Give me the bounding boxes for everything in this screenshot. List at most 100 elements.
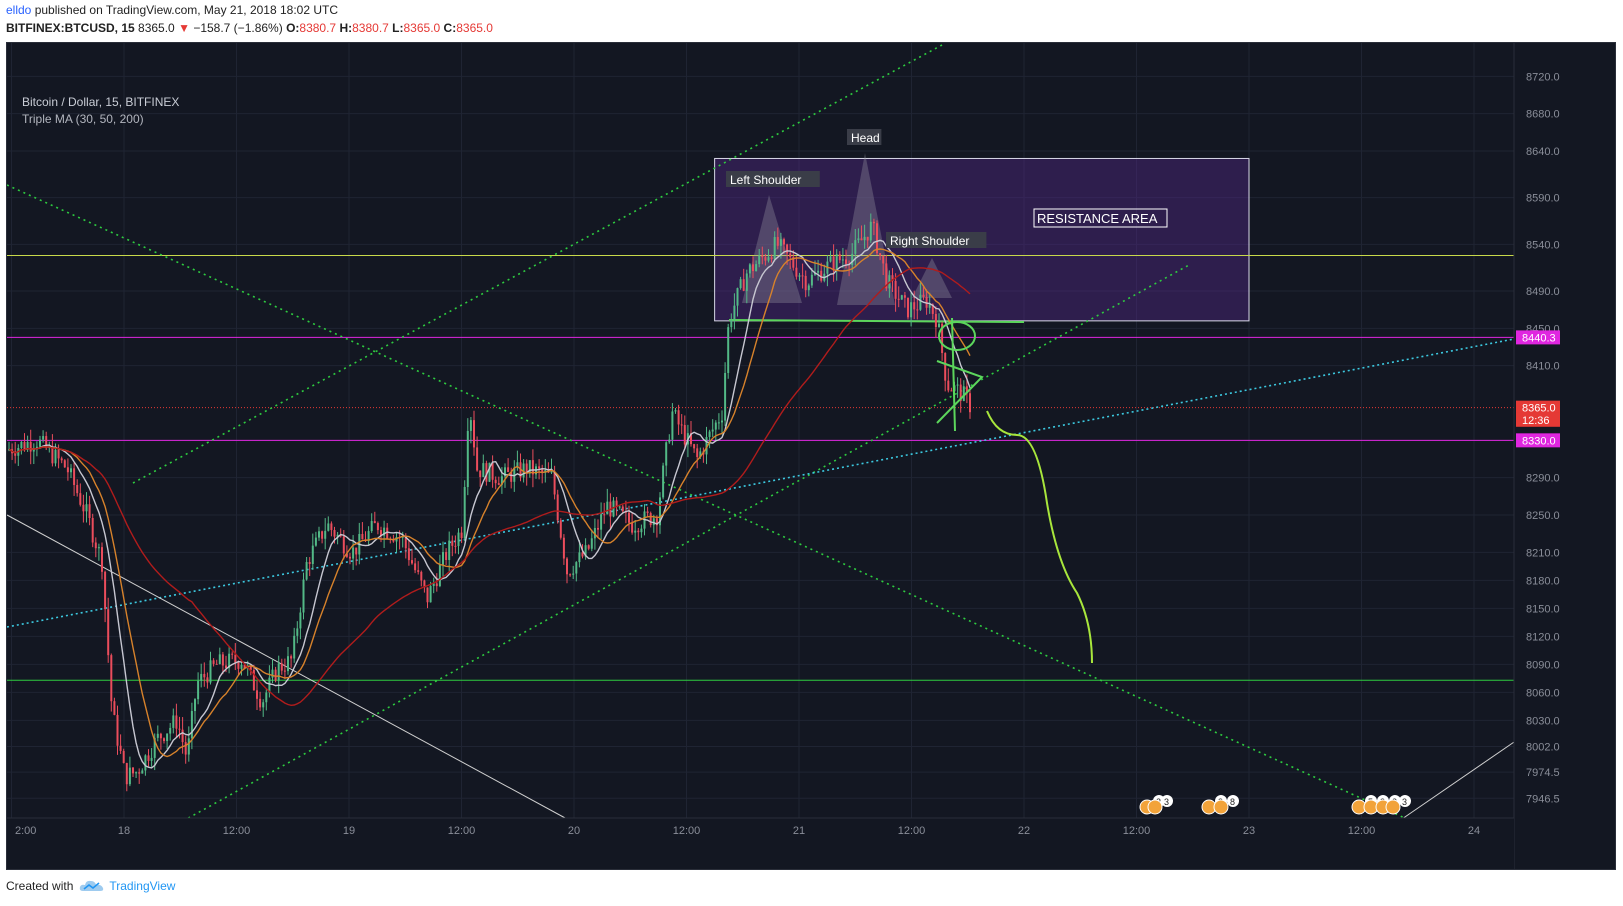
candle-body	[721, 420, 723, 423]
candle-body	[479, 470, 482, 478]
candle-body	[724, 372, 727, 421]
head-shape[interactable]	[837, 153, 895, 305]
candle-body	[872, 221, 875, 224]
candle-body	[956, 384, 959, 386]
candle-body	[807, 285, 810, 291]
right-shoulder-shape[interactable]	[912, 258, 952, 298]
candle-body	[522, 463, 525, 478]
candle-body	[51, 446, 54, 464]
candle-body	[231, 653, 234, 655]
ma-200-line[interactable]	[8, 267, 971, 707]
candle-body	[150, 757, 153, 761]
price-tick-label: 7946.5	[1526, 793, 1560, 805]
candle-body	[144, 755, 147, 771]
candle-body	[578, 552, 581, 563]
legend-study[interactable]: Triple MA (30, 50, 200)	[22, 112, 144, 126]
event-3d-count-bg	[1399, 795, 1411, 807]
candle-body	[835, 254, 838, 271]
candle-body	[336, 534, 339, 537]
candle-body	[736, 288, 739, 306]
price-tick-label: 7974.5	[1526, 767, 1560, 779]
candle-body	[200, 673, 203, 681]
event-2b-flag[interactable]	[1213, 799, 1229, 815]
candle-body	[321, 531, 324, 539]
candle-body	[215, 663, 218, 665]
candle-body	[810, 274, 813, 286]
candle-body	[23, 441, 26, 450]
candle-body	[469, 420, 472, 431]
tradingview-brand: TradingView	[109, 879, 176, 893]
trendline-white-up[interactable]	[1401, 739, 1518, 820]
candle-body	[330, 523, 333, 531]
price-axis-bg	[1514, 43, 1615, 869]
candle-body	[814, 272, 816, 275]
candle-body	[101, 547, 103, 572]
candle-body	[910, 302, 913, 318]
candle-body	[473, 420, 475, 448]
candle-body	[652, 518, 655, 526]
open-value: 8380.7	[299, 21, 337, 35]
drawing-circle[interactable]	[938, 321, 976, 351]
candle-body	[934, 313, 937, 327]
candle-body	[612, 500, 615, 517]
candle-body	[187, 738, 190, 755]
candle-body	[947, 380, 950, 391]
candle-body	[634, 530, 637, 533]
projection-curve[interactable]	[986, 410, 1093, 664]
tradingview-cloud-icon	[80, 880, 104, 891]
candle-body	[714, 422, 717, 430]
candle-body	[665, 442, 668, 466]
candle-body	[212, 660, 215, 664]
candle-body	[553, 471, 556, 495]
candle-body	[680, 424, 683, 426]
candle-body	[938, 323, 940, 327]
candle-body	[504, 467, 506, 477]
candle-body	[107, 609, 110, 656]
candle-body	[271, 669, 274, 678]
candle-body	[376, 523, 379, 531]
event-1b-count-bg	[1161, 795, 1173, 807]
left-shoulder-shape[interactable]	[742, 195, 802, 303]
candle-body	[197, 680, 200, 700]
candle-body	[153, 737, 156, 758]
trendline-cyan[interactable]	[7, 338, 1515, 628]
candle-body	[345, 553, 348, 557]
candle-body	[386, 527, 389, 539]
candle-body	[163, 738, 165, 742]
price-chart[interactable]: Left Shoulder Head Right Shoulder RESISTANC…	[7, 43, 1615, 869]
price-label-2: 12:36	[1522, 415, 1550, 427]
ma-30-line[interactable]	[8, 239, 971, 769]
drawing-pennant[interactable]	[936, 317, 984, 432]
candle-body	[801, 275, 804, 277]
event-3d-flag[interactable]	[1385, 799, 1401, 815]
tradingview-link[interactable]: TradingView	[79, 879, 175, 893]
time-tick-label: 19	[343, 825, 355, 837]
candle-body	[138, 772, 141, 774]
candle-body	[786, 244, 789, 254]
trendline-descending[interactable]	[7, 184, 1408, 820]
candle-body	[600, 514, 603, 530]
candle-body	[14, 453, 17, 456]
candle-body	[318, 531, 320, 538]
open-label: O:	[286, 21, 300, 35]
chart-frame[interactable]: Left Shoulder Head Right Shoulder RESISTANC…	[6, 42, 1616, 870]
candle-body	[764, 257, 767, 261]
neckline[interactable]	[728, 319, 1025, 323]
candle-body	[907, 297, 909, 318]
candle-body	[426, 587, 429, 603]
candle-body	[705, 436, 708, 455]
event-1b-flag[interactable]	[1147, 799, 1163, 815]
candle-body	[135, 772, 138, 774]
candle-body	[798, 275, 801, 277]
candle-body	[795, 267, 798, 277]
candle-body	[668, 439, 671, 443]
candle-body	[727, 327, 730, 373]
candle-body	[54, 449, 57, 464]
candle-body	[228, 653, 231, 669]
time-tick-label: 12:00	[223, 825, 251, 837]
candle-body	[466, 430, 469, 488]
author-link[interactable]: elldo	[6, 3, 32, 17]
price-label-bg-3	[1516, 433, 1560, 448]
candle-body	[234, 654, 237, 663]
ma-50-line[interactable]	[8, 248, 971, 758]
